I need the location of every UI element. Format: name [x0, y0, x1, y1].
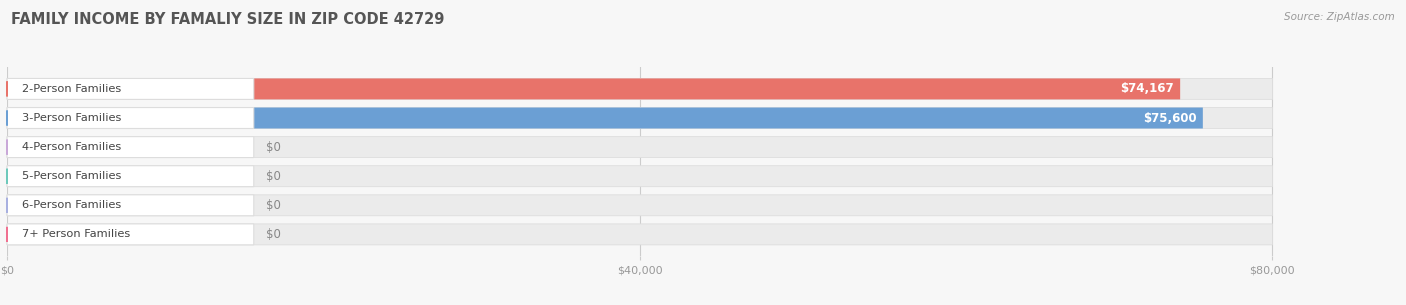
- Text: Source: ZipAtlas.com: Source: ZipAtlas.com: [1284, 12, 1395, 22]
- Text: $0: $0: [266, 228, 281, 241]
- Text: $0: $0: [266, 170, 281, 183]
- FancyBboxPatch shape: [7, 108, 1202, 128]
- FancyBboxPatch shape: [7, 78, 1180, 99]
- FancyBboxPatch shape: [7, 78, 253, 99]
- Text: $0: $0: [266, 141, 281, 154]
- Text: 4-Person Families: 4-Person Families: [22, 142, 121, 152]
- Text: 5-Person Families: 5-Person Families: [22, 171, 121, 181]
- Text: 3-Person Families: 3-Person Families: [22, 113, 121, 123]
- Text: $74,167: $74,167: [1121, 82, 1174, 95]
- Text: $75,600: $75,600: [1143, 112, 1197, 124]
- Text: FAMILY INCOME BY FAMALIY SIZE IN ZIP CODE 42729: FAMILY INCOME BY FAMALIY SIZE IN ZIP COD…: [11, 12, 444, 27]
- FancyBboxPatch shape: [7, 78, 1272, 99]
- Text: $0: $0: [266, 199, 281, 212]
- FancyBboxPatch shape: [7, 166, 1272, 187]
- FancyBboxPatch shape: [7, 224, 1272, 245]
- Text: 2-Person Families: 2-Person Families: [22, 84, 121, 94]
- FancyBboxPatch shape: [7, 108, 1272, 128]
- FancyBboxPatch shape: [7, 166, 253, 187]
- Text: 6-Person Families: 6-Person Families: [22, 200, 121, 210]
- FancyBboxPatch shape: [7, 224, 253, 245]
- FancyBboxPatch shape: [7, 137, 253, 158]
- FancyBboxPatch shape: [7, 195, 253, 216]
- Text: 7+ Person Families: 7+ Person Families: [22, 229, 131, 239]
- FancyBboxPatch shape: [7, 195, 1272, 216]
- FancyBboxPatch shape: [7, 108, 253, 128]
- FancyBboxPatch shape: [7, 137, 1272, 158]
